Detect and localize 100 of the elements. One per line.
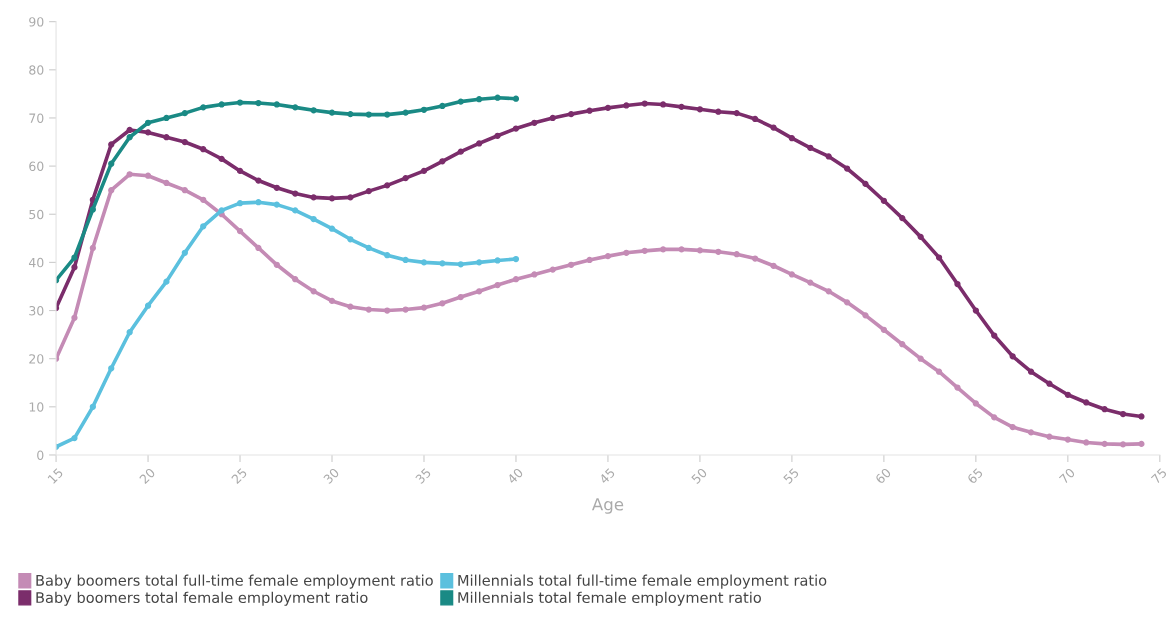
point: [1009, 353, 1016, 360]
point: [991, 414, 998, 421]
point: [310, 288, 317, 295]
legend-label: Baby boomers total female employment ratio: [36, 591, 368, 606]
point: [163, 278, 170, 285]
point: [660, 101, 667, 108]
point: [71, 254, 78, 261]
point: [273, 261, 280, 268]
point: [476, 96, 483, 103]
point: [807, 279, 814, 286]
point: [439, 102, 446, 110]
x-tick-label: 65: [966, 467, 984, 485]
x-tick-label: 45: [598, 467, 616, 485]
point: [255, 99, 262, 107]
point: [586, 107, 593, 114]
point: [715, 108, 722, 115]
point: [770, 262, 777, 269]
point: [347, 194, 354, 201]
point: [1119, 441, 1127, 448]
point: [531, 119, 538, 126]
point: [604, 104, 612, 111]
point: [292, 207, 299, 214]
point: [1101, 406, 1108, 413]
point: [218, 207, 225, 214]
point: [623, 102, 630, 109]
point: [310, 194, 317, 201]
point: [89, 206, 96, 213]
point: [108, 365, 115, 372]
point: [310, 107, 317, 114]
y-tick-label: 60: [29, 161, 44, 172]
point: [89, 244, 96, 252]
point: [807, 144, 814, 151]
point: [365, 188, 372, 195]
y-tick-label: 30: [29, 306, 44, 316]
point: [439, 300, 446, 307]
y-tick-label: 70: [29, 113, 44, 123]
point: [200, 223, 207, 230]
point: [163, 179, 170, 187]
point: [439, 260, 446, 267]
x-tick-label: 40: [506, 467, 524, 485]
legend-label: Millennials total female employment ratio: [458, 591, 761, 606]
x-tick-label: 75: [1150, 467, 1168, 485]
x-tick-label: 15: [47, 467, 64, 484]
point: [1064, 436, 1071, 443]
point: [476, 288, 483, 295]
point: [715, 248, 722, 255]
y-tick-label: 20: [29, 354, 44, 364]
point: [1138, 440, 1145, 448]
point: [144, 119, 152, 126]
point: [825, 288, 832, 295]
x-tick-label: 25: [230, 467, 248, 485]
point: [236, 99, 244, 106]
point: [310, 215, 317, 223]
y-tick-label: 90: [29, 17, 44, 27]
point: [991, 332, 998, 339]
point: [255, 244, 262, 252]
y-tick-label: 0: [37, 450, 44, 460]
point: [512, 125, 520, 132]
point: [935, 254, 943, 261]
point: [384, 252, 391, 259]
point: [255, 177, 262, 184]
point: [236, 200, 244, 207]
point: [917, 233, 924, 240]
point: [365, 111, 372, 118]
y-tick-label: 40: [28, 257, 44, 268]
point: [1027, 368, 1035, 375]
point: [126, 171, 133, 178]
point: [402, 256, 409, 264]
point: [531, 271, 538, 278]
point: [549, 266, 556, 273]
point: [604, 253, 612, 260]
point: [328, 195, 336, 202]
point: [236, 227, 244, 235]
x-tick-label: 35: [414, 467, 432, 485]
point: [733, 251, 740, 258]
point: [402, 306, 409, 313]
point: [1083, 399, 1090, 406]
point: [292, 104, 299, 111]
point: [347, 110, 354, 118]
point: [494, 94, 501, 101]
point: [163, 114, 170, 122]
point: [457, 98, 464, 105]
point: [1046, 433, 1053, 440]
point: [273, 184, 280, 191]
point: [1119, 410, 1127, 418]
point: [181, 110, 188, 117]
point: [862, 312, 869, 319]
point: [733, 110, 740, 117]
point: [328, 297, 336, 305]
point: [71, 264, 78, 271]
point: [144, 129, 152, 136]
point: [144, 302, 152, 309]
point: [972, 400, 979, 407]
point: [788, 271, 796, 278]
point: [843, 165, 851, 172]
point: [954, 384, 961, 391]
point: [384, 182, 391, 189]
point: [71, 434, 78, 442]
y-tick-label: 80: [29, 65, 44, 75]
point: [126, 329, 133, 336]
